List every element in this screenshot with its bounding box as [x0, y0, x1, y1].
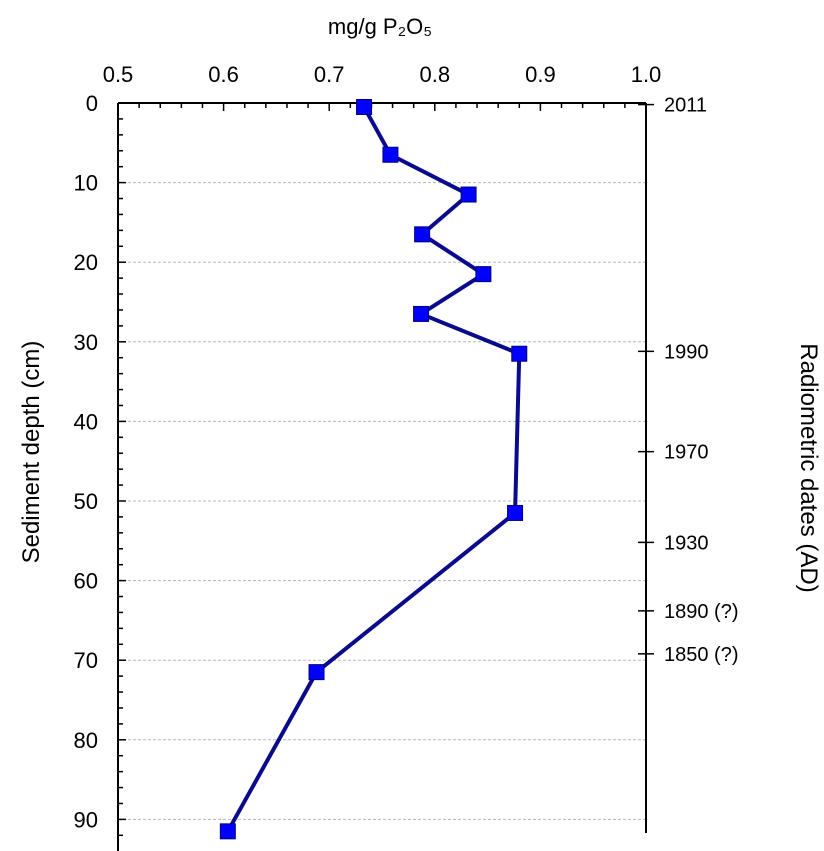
title-text: mg/g P₂O₅: [327, 14, 433, 39]
y-tick-label: 90: [74, 807, 98, 832]
x-tick-label: 0.9: [525, 62, 556, 87]
data-point-marker: [414, 226, 431, 243]
chart-title: mg/g P₂O₅: [0, 14, 760, 40]
series-line: [226, 106, 522, 833]
date-axis: 2011 1990 1970 1930 1890 (?) 1850 (?): [638, 95, 739, 666]
date-tick-label: 1970: [664, 442, 709, 464]
x-tick-label: 0.6: [208, 62, 239, 87]
data-point-marker: [511, 345, 528, 362]
y-tick-label: 30: [74, 330, 98, 355]
x-tick-label: 0.5: [103, 62, 134, 87]
y-tick-label: 40: [74, 409, 98, 434]
y-tick-label: 0: [86, 91, 98, 116]
gridlines: [118, 182, 646, 820]
y-axis-ticks: 0 10 20 30 40 50 60 70 80 90: [74, 91, 126, 837]
data-point-marker: [356, 98, 373, 115]
date-tick-label: 1850 (?): [664, 644, 739, 666]
y-tick-label: 70: [74, 648, 98, 673]
data-point-marker: [475, 266, 492, 283]
y-tick-label: 80: [74, 728, 98, 753]
date-tick-label: 2011: [664, 95, 707, 117]
series-layer: [219, 98, 528, 840]
secondary-y-axis-label: Radiometric dates (AD): [795, 343, 822, 593]
x-tick-label: 1.0: [631, 62, 662, 87]
y-tick-label: 50: [74, 489, 98, 514]
data-point-marker: [382, 146, 399, 163]
x-tick-label: 0.7: [314, 62, 345, 87]
data-point-marker: [219, 823, 236, 840]
x-tick-label: 0.8: [420, 62, 451, 87]
data-point-marker: [308, 664, 325, 681]
data-point-marker: [460, 186, 477, 203]
y-tick-label: 60: [74, 569, 98, 594]
axes: [117, 102, 647, 851]
y-axis-label: Sediment depth (cm): [18, 340, 45, 564]
data-point-marker: [413, 305, 430, 322]
y-tick-label: 20: [74, 250, 98, 275]
data-point-marker: [507, 504, 524, 521]
date-tick-label: 1890 (?): [664, 601, 739, 623]
date-tick-label: 1930: [664, 532, 709, 554]
date-tick-label: 1990: [664, 341, 709, 363]
y-tick-label: 10: [74, 171, 98, 196]
x-axis-ticks: 0.5 0.6 0.7 0.8 0.9 1.0: [103, 62, 662, 111]
